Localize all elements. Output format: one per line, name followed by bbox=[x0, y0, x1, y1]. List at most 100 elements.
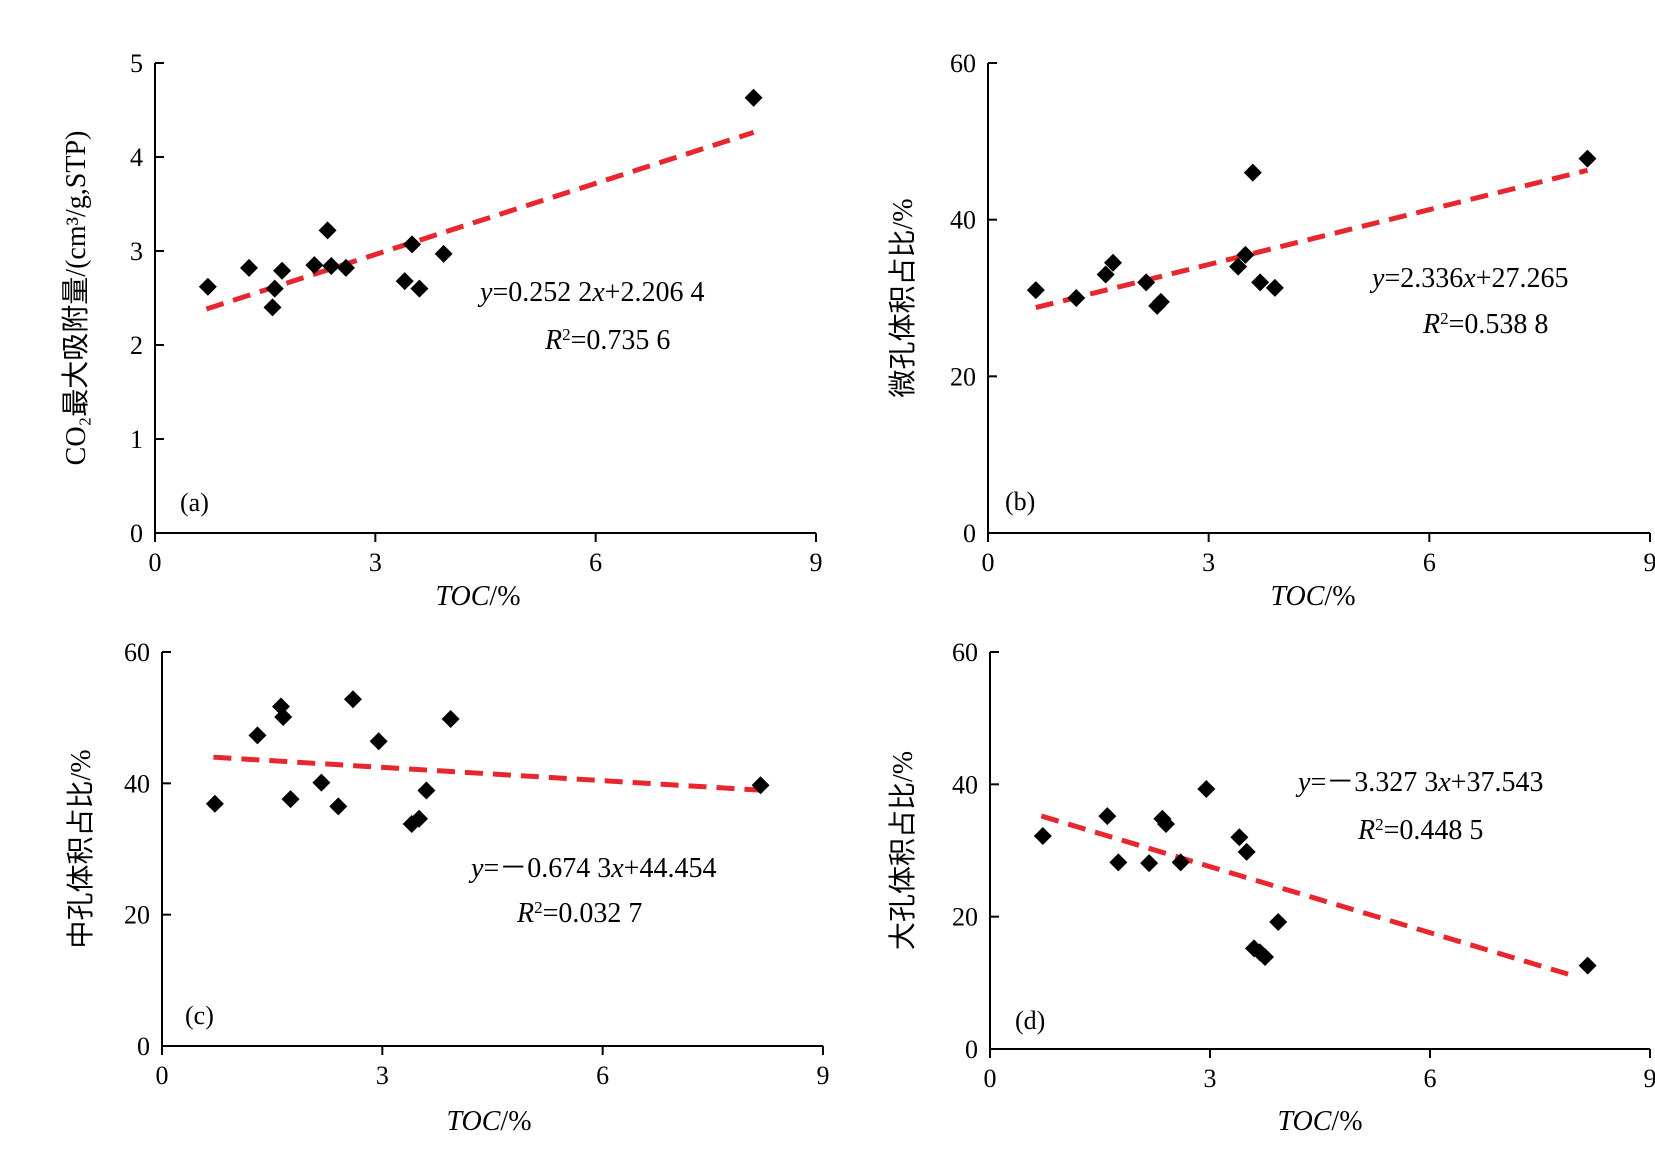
data-point bbox=[336, 258, 355, 277]
eq-y: y bbox=[1369, 263, 1385, 294]
eq-x: x bbox=[1437, 767, 1451, 798]
x-tick-label: 9 bbox=[1644, 1064, 1655, 1093]
data-point bbox=[1098, 807, 1117, 826]
data-point bbox=[751, 776, 770, 795]
r-squared: R2=0.032 7 bbox=[516, 898, 642, 930]
data-point bbox=[273, 261, 292, 280]
x-axis-label-unit: /% bbox=[489, 581, 520, 612]
eq-y: y bbox=[477, 277, 493, 308]
x-tick-label: 3 bbox=[376, 1061, 389, 1090]
chart-panel-2: 0 20 40 60 0 3 6 9 TOC/% 微孔体积占比/% y=2.336x+27.265 R… bbox=[887, 49, 1655, 612]
y-axis-label: CO₂最大吸附量/(cm³/g,STP) bbox=[60, 131, 92, 466]
data-point bbox=[441, 709, 460, 728]
y-axis-label: 大孔体积占比/% bbox=[887, 751, 919, 950]
x-axis-label: TOC/% bbox=[1270, 581, 1355, 612]
eq-x: x bbox=[610, 853, 624, 884]
regression-equation: y=2.336x+27.265 bbox=[1369, 263, 1568, 294]
x-tick-label: 0 bbox=[982, 548, 995, 577]
y-tick-label: 1 bbox=[130, 425, 143, 454]
data-point bbox=[1137, 273, 1156, 292]
data-point bbox=[744, 88, 763, 107]
data-point bbox=[312, 773, 331, 792]
data-point bbox=[1265, 278, 1284, 297]
eq-slope: =2.336 bbox=[1384, 263, 1463, 294]
data-point bbox=[434, 244, 453, 263]
y-tick-label: 60 bbox=[124, 638, 150, 667]
eq-intercept: +27.265 bbox=[1476, 263, 1569, 294]
data-point bbox=[1230, 828, 1249, 847]
y-tick-label: 0 bbox=[137, 1032, 150, 1061]
x-axis-label-unit: /% bbox=[1324, 581, 1355, 612]
data-point bbox=[410, 809, 429, 828]
x-tick-label: 6 bbox=[589, 548, 602, 577]
x-tick-label: 9 bbox=[810, 548, 823, 577]
data-point bbox=[1104, 253, 1123, 272]
chart-panel-1: 0 1 2 3 4 5 0 3 6 9 TOC/% CO₂最大吸附量/(cm³/g,STP) y=0.2… bbox=[60, 49, 823, 612]
y-tick-label: 60 bbox=[952, 638, 978, 667]
eq-slope: =－3.327 3 bbox=[1310, 767, 1438, 798]
y-tick-label: 5 bbox=[130, 49, 143, 78]
y-tick-label: 0 bbox=[130, 519, 143, 548]
r2-value: =0.448 5 bbox=[1384, 815, 1484, 846]
data-point bbox=[1578, 149, 1597, 168]
panel-label: (a) bbox=[180, 488, 209, 517]
data-point bbox=[318, 221, 337, 240]
x-tick-label: 0 bbox=[156, 1061, 169, 1090]
eq-slope: =－0.674 3 bbox=[483, 853, 611, 884]
x-axis-label-unit: /% bbox=[1331, 1106, 1362, 1137]
data-point bbox=[1243, 163, 1262, 182]
eq-y: y bbox=[468, 853, 484, 884]
data-point bbox=[410, 279, 429, 298]
data-point bbox=[1578, 956, 1597, 975]
data-point bbox=[1251, 273, 1270, 292]
y-tick-label: 2 bbox=[130, 331, 143, 360]
x-axis-label-var: TOC bbox=[1270, 581, 1324, 612]
x-tick-label: 9 bbox=[1644, 548, 1655, 577]
y-tick-label: 0 bbox=[963, 519, 976, 548]
data-point bbox=[1096, 265, 1115, 284]
eq-intercept: +37.543 bbox=[1451, 767, 1544, 798]
regression-equation: y=－0.674 3x+44.454 bbox=[468, 853, 716, 884]
data-point bbox=[395, 272, 414, 291]
data-point bbox=[1269, 912, 1288, 931]
data-point bbox=[281, 790, 300, 809]
data-point bbox=[1026, 281, 1045, 300]
data-point bbox=[1033, 826, 1052, 845]
data-point bbox=[265, 279, 284, 298]
y-tick-label: 60 bbox=[950, 49, 976, 78]
x-axis-label: TOC/% bbox=[446, 1106, 531, 1137]
y-axis-label: 微孔体积占比/% bbox=[887, 198, 919, 397]
panel-label: (b) bbox=[1005, 487, 1035, 516]
trendline bbox=[1035, 167, 1589, 310]
eq-x: x bbox=[1462, 263, 1476, 294]
data-point bbox=[240, 258, 259, 277]
r2-symbol: R bbox=[1422, 309, 1440, 340]
data-point bbox=[322, 257, 341, 276]
panel-label: (d) bbox=[1015, 1006, 1045, 1035]
r-squared: R2=0.735 6 bbox=[544, 325, 670, 357]
y-tick-label: 40 bbox=[952, 770, 978, 799]
r2-exponent: 2 bbox=[1375, 815, 1384, 834]
r2-exponent: 2 bbox=[1440, 309, 1449, 328]
data-point bbox=[1109, 853, 1128, 872]
x-axis-label-var: TOC bbox=[1277, 1106, 1331, 1137]
eq-slope: =0.252 2 bbox=[492, 277, 592, 308]
r2-symbol: R bbox=[1357, 815, 1375, 846]
y-tick-label: 20 bbox=[950, 362, 976, 391]
data-point bbox=[1236, 245, 1255, 264]
data-point bbox=[369, 732, 388, 751]
data-point bbox=[1171, 853, 1190, 872]
regression-equation: y=－3.327 3x+37.543 bbox=[1295, 767, 1543, 798]
x-tick-label: 3 bbox=[1204, 1064, 1217, 1093]
x-axis-label: TOC/% bbox=[1277, 1106, 1362, 1137]
r2-symbol: R bbox=[516, 898, 534, 929]
y-axis-label: 中孔体积占比/% bbox=[65, 749, 97, 948]
trendline bbox=[205, 130, 755, 312]
eq-y: y bbox=[1295, 767, 1311, 798]
x-tick-label: 6 bbox=[596, 1061, 609, 1090]
y-tick-label: 20 bbox=[952, 903, 978, 932]
eq-x: x bbox=[591, 277, 605, 308]
data-point bbox=[1229, 257, 1248, 276]
x-tick-label: 0 bbox=[149, 548, 162, 577]
